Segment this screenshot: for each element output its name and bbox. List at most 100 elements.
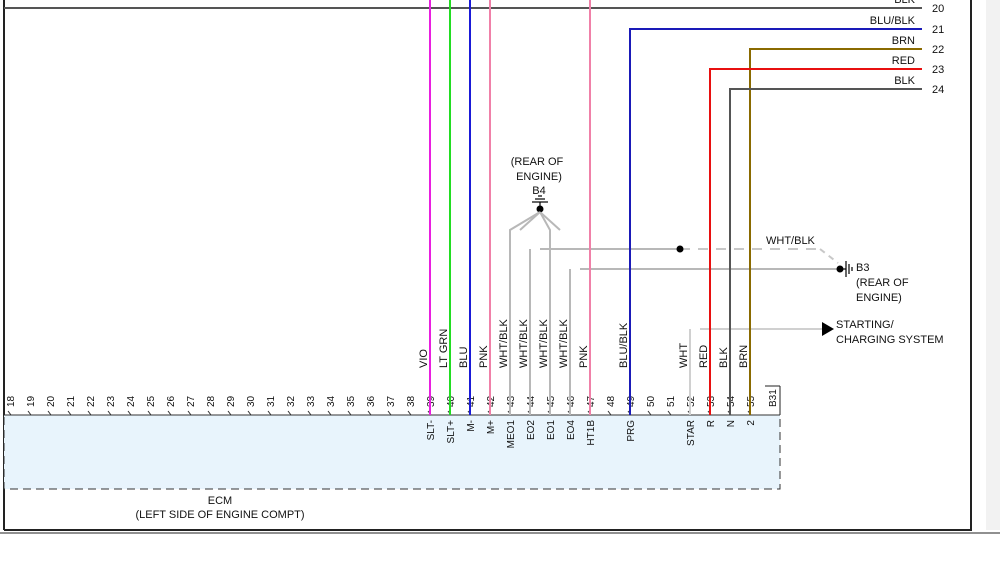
pin-terminal [207, 410, 212, 416]
pin-number: 38 [406, 395, 417, 407]
pin-terminal [127, 410, 132, 416]
ecm-signal-label: R [706, 420, 717, 427]
wire-row-24 [729, 88, 922, 415]
ground-b3-wire-label: WHT/BLK [766, 235, 816, 247]
ecm-signal-label: HT1B [586, 420, 597, 446]
right-connector-pin: 22 [932, 44, 944, 56]
ecm-signal-label: STAR [686, 420, 697, 446]
ground-b3-location-1: (REAR OF [856, 277, 909, 289]
right-connector-pin: 24 [932, 84, 944, 96]
right-connector-pin: 21 [932, 24, 944, 36]
pin-number: 40 [446, 395, 457, 407]
scrollbar-track[interactable] [986, 0, 1000, 530]
pin-terminal [27, 410, 32, 416]
pin-number: 34 [326, 395, 337, 407]
wire-color-label: WHT [678, 343, 690, 368]
pin-number: 21 [66, 395, 77, 407]
ecm-signal-label: 2 [746, 420, 757, 426]
wire-color-label: BLU [458, 347, 470, 368]
right-connector-pin: 23 [932, 64, 944, 76]
pin-number: 42 [486, 395, 497, 407]
right-connector-wire-color: BLK [894, 75, 915, 87]
ecm-signal-label: SLT+ [446, 420, 457, 444]
pin-terminal [667, 410, 672, 416]
wire-row-23 [709, 68, 922, 415]
pin-terminal [47, 410, 52, 416]
wire-color-label: LT GRN [438, 329, 450, 368]
splice-dot [676, 245, 684, 253]
wire-color-label: WHT/BLK [538, 318, 550, 368]
pin-number: 47 [586, 395, 597, 407]
right-connector-wire-color: BLU/BLK [870, 15, 916, 27]
pin-terminal [327, 410, 332, 416]
pin-number: 25 [146, 395, 157, 407]
ground-b4-icon [532, 195, 548, 206]
wire-color-label: VIO [418, 349, 430, 368]
pin-number: 20 [46, 395, 57, 407]
ecm-pin-row: 18 19 20 21 22 23 24 25 26 27 28 29 30 31 32 33 34 35 36 37… [6, 395, 757, 416]
pin-terminal [167, 410, 172, 416]
ground-b3-dot [836, 265, 844, 273]
pin-terminal [367, 410, 372, 416]
pin-number: 26 [166, 395, 177, 407]
ecm-signal-label: N [726, 420, 737, 427]
pin-number: 22 [86, 395, 97, 407]
wire-pin-45 [539, 211, 551, 415]
pin-number: 32 [286, 395, 297, 407]
ground-b4-location-1: (REAR OF [511, 156, 564, 168]
wire-color-label: BLK [718, 347, 730, 368]
pin-terminal [87, 410, 92, 416]
connector-id-b31: B31 [768, 389, 779, 407]
pin-number: 48 [606, 395, 617, 407]
top-wires [4, 7, 922, 415]
wire-color-label: WHT/BLK [498, 318, 510, 368]
pin-number: 28 [206, 395, 217, 407]
pin-number: 53 [706, 395, 717, 407]
pin-number: 35 [346, 395, 357, 407]
wire-color-label: PNK [578, 345, 590, 368]
pin-terminal [407, 410, 412, 416]
wire-color-label: BRN [738, 345, 750, 368]
pin-terminal [247, 410, 252, 416]
pin-number: 33 [306, 395, 317, 407]
right-connector-wire-color: BLK [894, 0, 915, 6]
pin-number: 36 [366, 395, 377, 407]
pin-number: 52 [686, 395, 697, 407]
ground-b4-dot [536, 205, 544, 213]
pin-number: 23 [106, 395, 117, 407]
starting-system-label-2: CHARGING SYSTEM [836, 334, 944, 346]
pin-terminal [307, 410, 312, 416]
pin-number: 41 [466, 395, 477, 407]
wire-color-label: PNK [478, 345, 490, 368]
pin-number: 46 [566, 395, 577, 407]
ground-b3-icon [843, 261, 853, 277]
pin-number: 54 [726, 395, 737, 407]
pin-number: 31 [266, 395, 277, 407]
ecm-signal-label: M- [466, 420, 477, 432]
pin-number: 50 [646, 395, 657, 407]
ecm-signal-label: PRG [626, 420, 637, 442]
pin-terminal [647, 410, 652, 416]
wire-color-label: WHT/BLK [518, 318, 530, 368]
pin-number: 37 [386, 395, 397, 407]
right-connector-pin: 20 [932, 3, 944, 15]
wire-color-label: RED [698, 345, 710, 368]
pin-number: 27 [186, 395, 197, 407]
pin-terminal [67, 410, 72, 416]
ecm-signal-label: EO2 [526, 420, 537, 440]
pin-number: 18 [6, 395, 17, 407]
pin-number: 55 [746, 395, 757, 407]
pin-terminal [187, 410, 192, 416]
right-connector-wire-color: BRN [892, 35, 915, 47]
wire-color-label: WHT/BLK [558, 318, 570, 368]
ecm-subtitle: (LEFT SIDE OF ENGINE COMPT) [135, 509, 304, 521]
pin-terminal [607, 410, 612, 416]
pin-number: 24 [126, 395, 137, 407]
pin-terminal [147, 410, 152, 416]
ecm-title: ECM [208, 495, 232, 507]
pin-number: 49 [626, 395, 637, 407]
ecm-box [3, 414, 781, 490]
arrow-right-icon [822, 322, 834, 336]
ecm-signal-label: EO4 [566, 420, 577, 440]
